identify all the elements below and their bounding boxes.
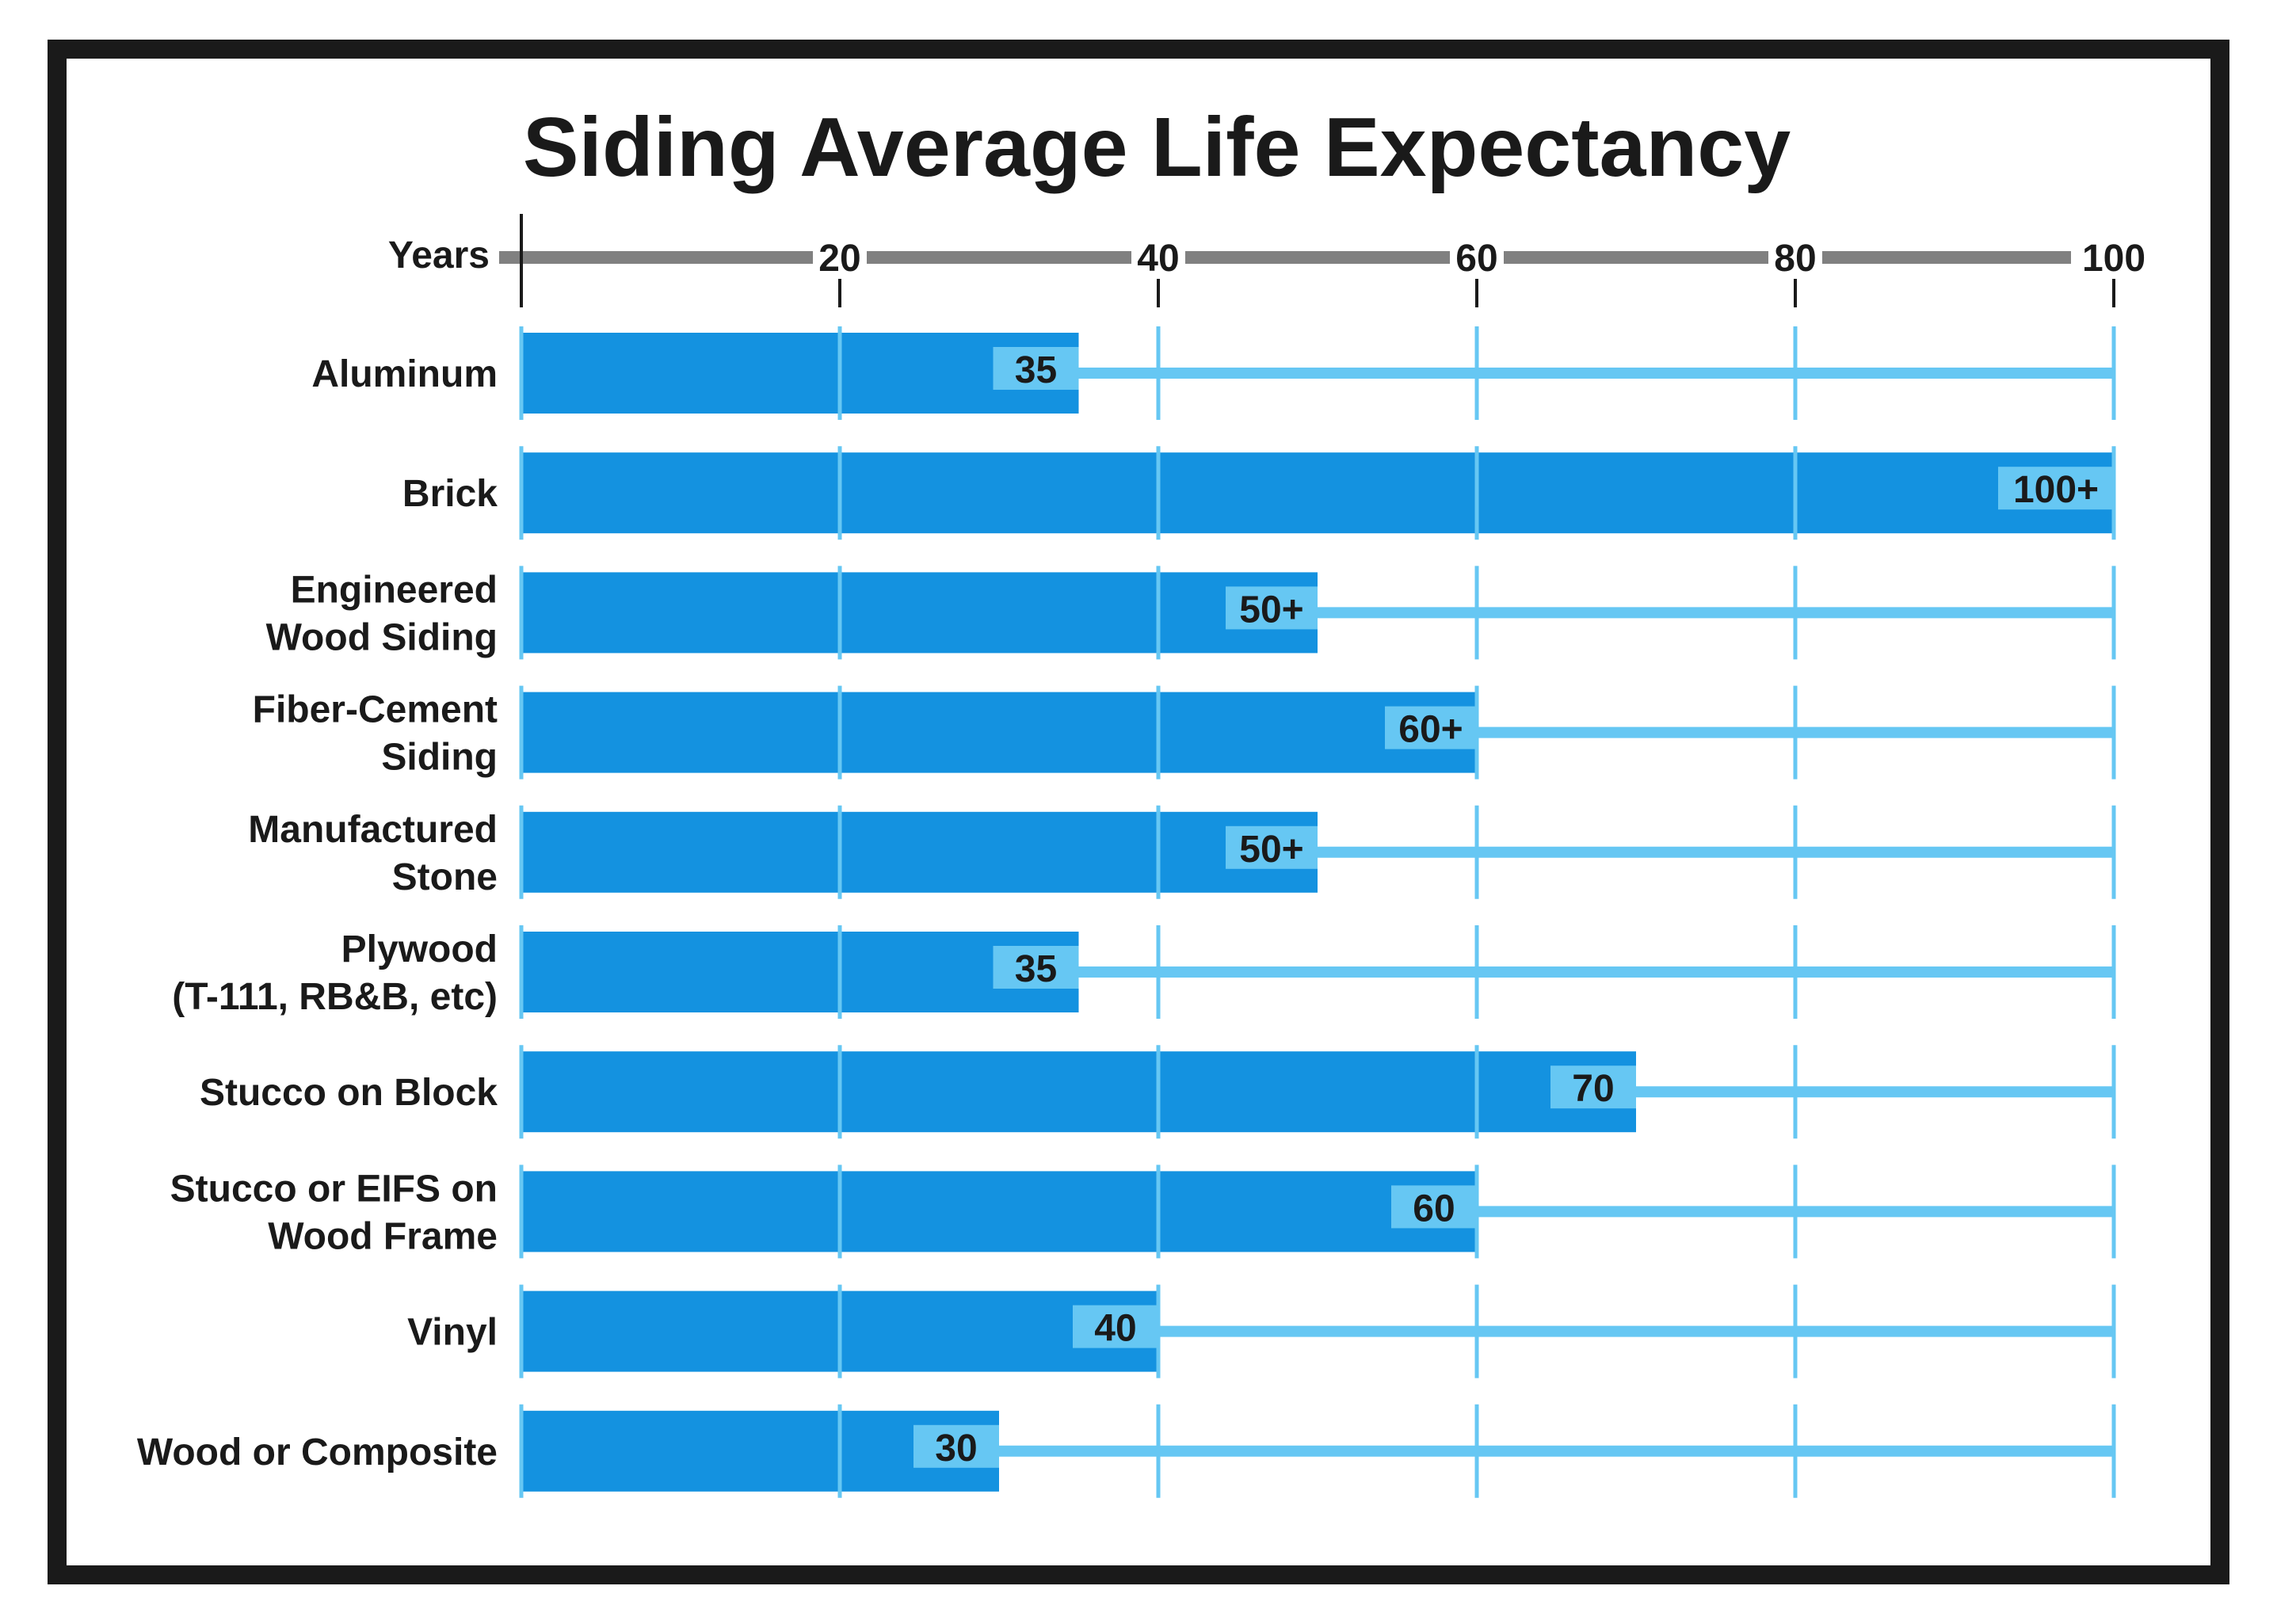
tick-label-20: 20 [818,238,860,280]
category-label: Stucco on Block [200,1072,498,1114]
value-label: 30 [935,1428,977,1470]
tick-label-40: 40 [1137,238,1179,280]
bar [521,692,1477,773]
category-label: Wood or Composite [137,1431,498,1473]
value-label: 40 [1094,1308,1136,1350]
value-label: 35 [1015,948,1057,990]
category-label: Plywood [341,928,498,970]
category-label: Wood Frame [268,1215,498,1257]
tick-label-100: 100 [2082,238,2145,280]
value-label: 60 [1413,1188,1455,1229]
bar [521,1051,1636,1133]
category-label: Aluminum [311,353,498,395]
value-label: 100+ [2013,469,2099,511]
tick-label-bg-40 [1131,234,1185,279]
category-label: Engineered [291,569,498,611]
value-label-box [993,347,1079,390]
value-label-box [993,946,1079,989]
axis-label: Years [388,234,490,276]
value-label-box [1226,825,1318,869]
category-label: Stucco or EIFS on [170,1168,498,1210]
category-label: Fiber-Cement [253,689,498,731]
chart-title: Siding Average Life Expectancy [523,101,1791,194]
bar [521,333,1079,414]
bar [521,811,1318,893]
value-label: 70 [1572,1068,1614,1110]
value-label-box [1998,467,2114,510]
category-label: Siding [381,737,498,779]
value-label-box [1226,586,1318,630]
category-label: Wood Siding [266,616,498,658]
category-label: Manufactured [248,809,498,851]
tick-label-bg-20 [813,234,867,279]
value-label: 50+ [1239,589,1303,631]
bar [521,932,1079,1012]
tick-label-bg-80 [1768,234,1822,279]
tick-label-60: 60 [1455,238,1497,280]
value-label: 50+ [1239,829,1303,871]
tick-label-80: 80 [1774,238,1816,280]
value-label-box [913,1424,999,1468]
value-label-box [1391,1185,1477,1229]
bar [521,1171,1477,1252]
category-label: Stone [392,856,498,898]
value-label: 35 [1015,349,1057,391]
value-label-box [1073,1305,1158,1348]
category-label: Brick [402,473,498,515]
value-label: 60+ [1398,709,1463,751]
category-label: Vinyl [407,1312,498,1354]
tick-label-bg-100 [2087,234,2141,279]
value-label-box [1385,706,1477,749]
bar [521,452,2114,534]
value-label-box [1550,1066,1636,1109]
bar [521,572,1318,654]
tick-label-bg-60 [1450,234,1504,279]
category-label: (T-111, RB&B, etc) [172,976,498,1018]
